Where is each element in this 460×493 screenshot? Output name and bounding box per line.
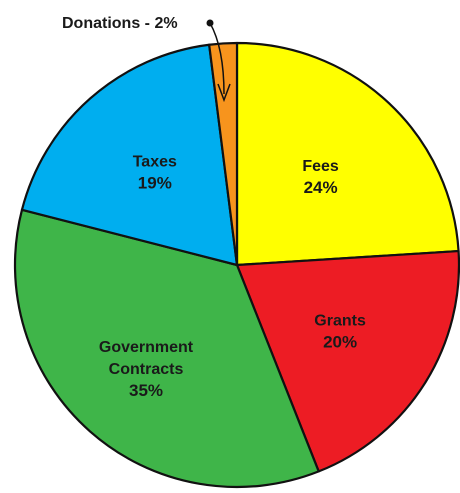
pie-labels: Fees 24% Grants 20% Government Contracts 35% Ta… xyxy=(99,154,366,401)
donations-callout: Donations - 2% xyxy=(62,15,231,103)
slice-fees xyxy=(235,41,460,267)
pie-slices xyxy=(13,41,460,489)
callout-leader-line xyxy=(209,22,225,95)
slice-donations xyxy=(208,41,239,267)
slice-label-government-contracts-line-1: Government xyxy=(99,339,194,356)
slice-label-government-contracts-line-2: Contracts xyxy=(109,361,184,378)
slice-government-contracts xyxy=(13,208,320,489)
slice-value-government-contracts: 35% xyxy=(129,381,163,400)
slice-label-taxes: Taxes xyxy=(133,154,177,171)
slice-taxes xyxy=(20,43,239,267)
slice-value-grants: 20% xyxy=(323,332,357,351)
slice-grants xyxy=(235,249,460,473)
slice-value-taxes: 19% xyxy=(138,174,172,193)
slice-label-fees: Fees xyxy=(302,158,339,175)
slice-value-fees: 24% xyxy=(304,178,338,197)
callout-arrowhead xyxy=(217,83,231,103)
callout-label: Donations - 2% xyxy=(62,15,178,32)
slice-label-grants: Grants xyxy=(314,312,366,329)
